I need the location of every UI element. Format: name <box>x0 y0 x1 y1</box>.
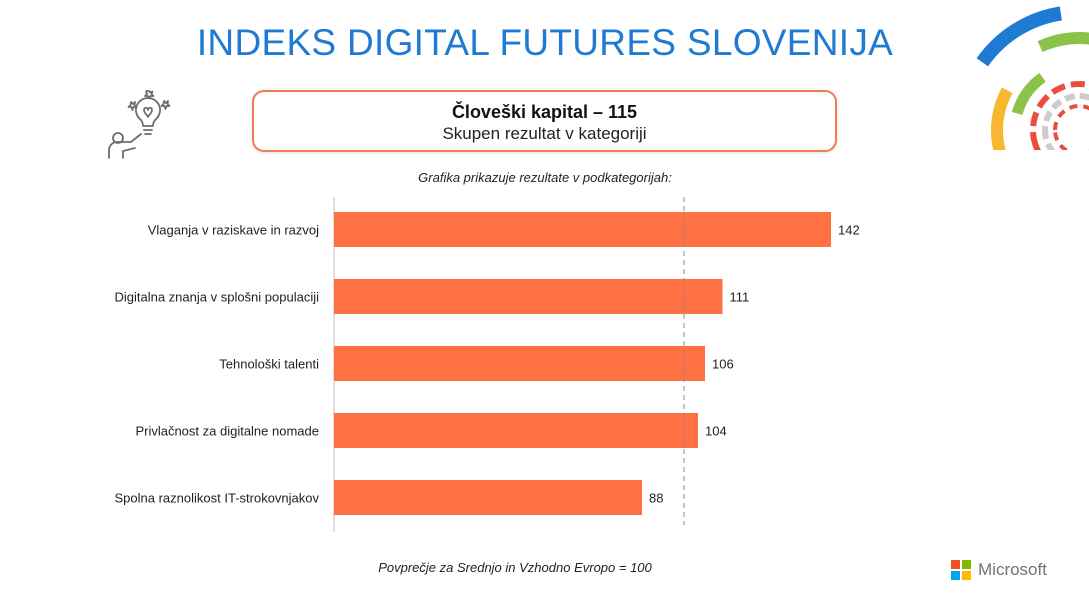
category-label: Digitalna znanja v splošni populaciji <box>114 290 319 305</box>
footnote: Povprečje za Srednjo in Vzhodno Evropo =… <box>378 560 652 575</box>
bar <box>334 279 723 314</box>
kpi-title: Človeški kapital – 115 <box>451 102 638 122</box>
value-label: 142 <box>838 223 860 238</box>
person-lightbulb-icon <box>108 90 171 159</box>
category-label: Tehnološki talenti <box>219 357 319 372</box>
bar-chart: Vlaganja v raziskave in razvoj 142 Digital… <box>114 197 860 532</box>
value-label: 104 <box>705 424 727 439</box>
bar <box>334 480 642 515</box>
category-label: Vlaganja v raziskave in razvoj <box>148 223 319 238</box>
category-label: Privlačnost za digitalne nomade <box>135 424 319 439</box>
chart-caption: Grafika prikazuje rezultate v podkategor… <box>418 170 672 185</box>
microsoft-squares-icon <box>951 560 971 580</box>
kpi-subtitle: Skupen rezultat v kategoriji <box>442 124 647 143</box>
page-title: INDEKS DIGITAL FUTURES SLOVENIJA <box>196 22 894 63</box>
kpi-summary-box: Človeški kapital – 115 Skupen rezultat v… <box>252 90 837 152</box>
microsoft-logo: Microsoft <box>951 560 1047 580</box>
arc-rings-decoration <box>953 5 1089 150</box>
microsoft-logo-text: Microsoft <box>978 560 1047 579</box>
value-label: 106 <box>712 357 734 372</box>
category-label: Spolna raznolikost IT-strokovnjakov <box>115 491 320 506</box>
bar <box>334 212 831 247</box>
value-label: 111 <box>730 290 750 305</box>
bar <box>334 346 705 381</box>
bar <box>334 413 698 448</box>
value-label: 88 <box>649 491 663 506</box>
